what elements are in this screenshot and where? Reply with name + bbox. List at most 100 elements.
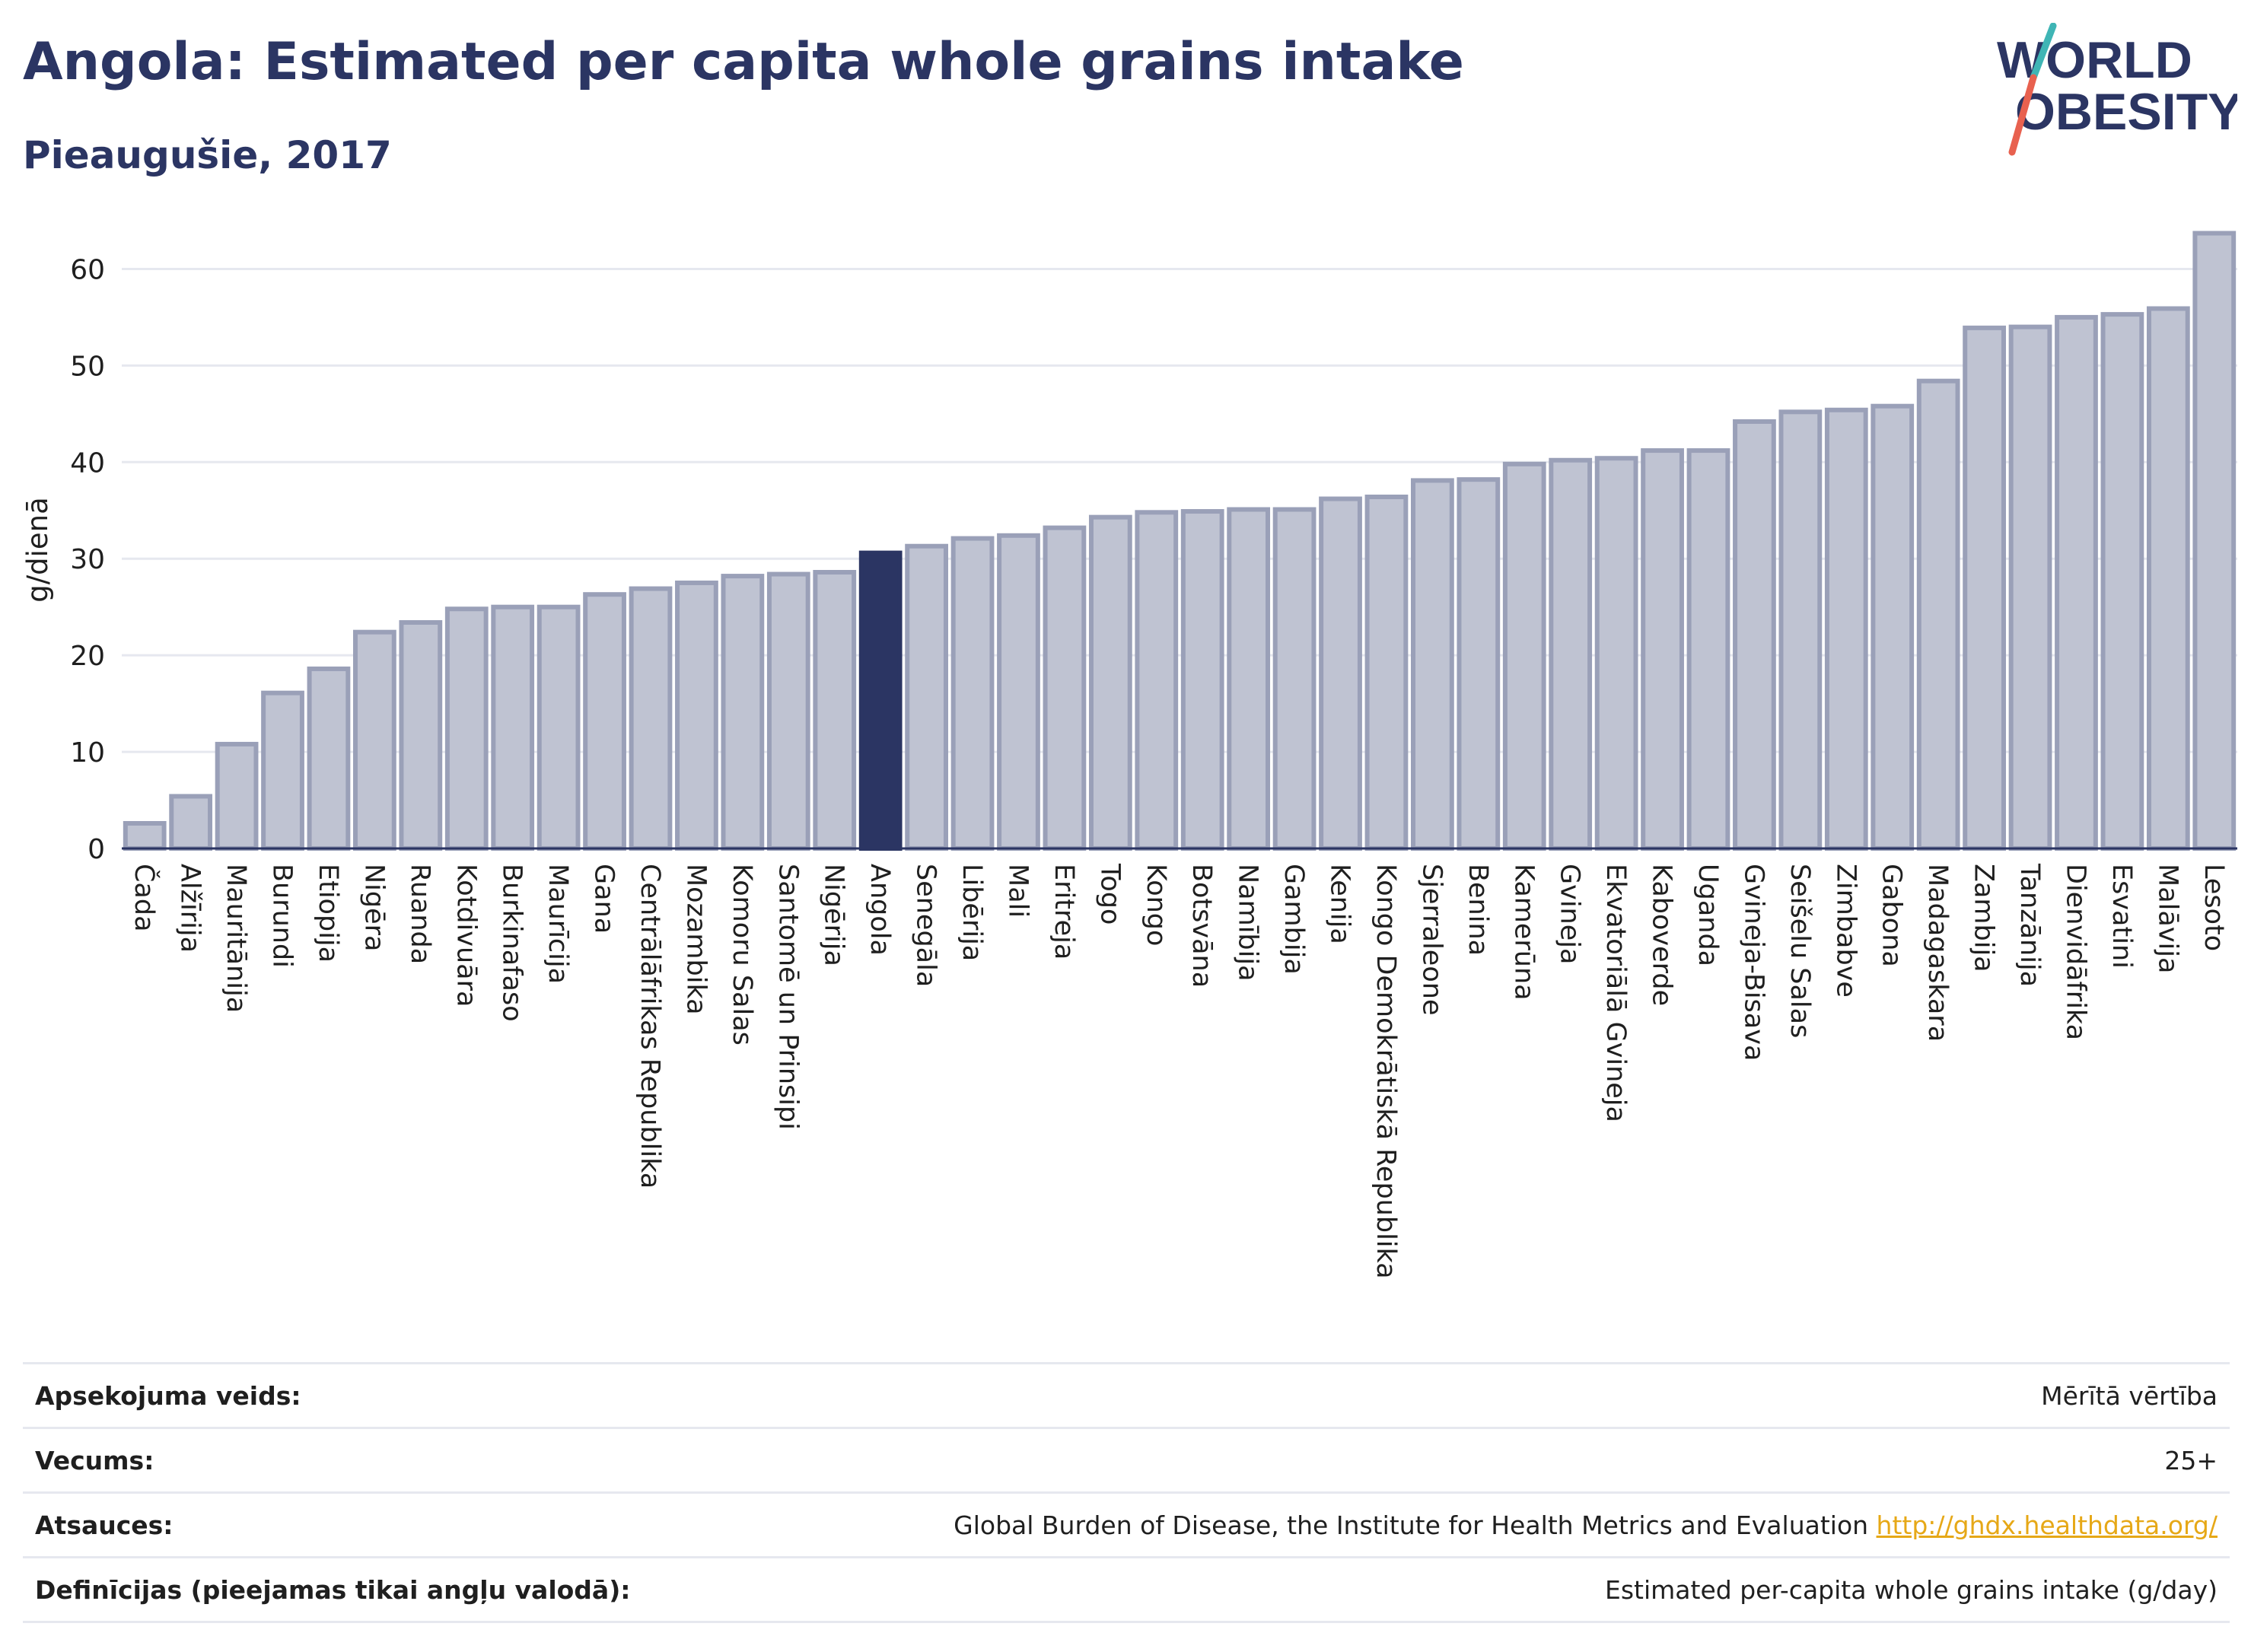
bar[interactable]: [1871, 403, 1915, 851]
y-tick-label: 50: [70, 351, 105, 382]
bar-chart: 0 10 20 30 40 50 60 Čada Alžīrija Mauritānija Bur…: [21, 231, 2237, 1279]
bar[interactable]: [813, 570, 857, 851]
x-tick-label: Senegāla: [911, 864, 941, 987]
info-value: Estimated per-capita whole grains intake…: [1605, 1574, 2218, 1605]
info-value: Mērītā vērtība: [2041, 1380, 2218, 1411]
x-tick-label: Mali: [1002, 864, 1033, 918]
bar[interactable]: [1411, 478, 1454, 851]
bar[interactable]: [583, 592, 626, 851]
bar[interactable]: [1043, 525, 1087, 851]
bar[interactable]: [721, 574, 765, 851]
bar[interactable]: [1963, 325, 2006, 851]
x-tick-label: Kongo: [1141, 864, 1171, 946]
bar[interactable]: [491, 604, 535, 851]
bar[interactable]: [1457, 477, 1501, 851]
bar[interactable]: [399, 620, 443, 851]
x-tick-label: Kaboverde: [1647, 864, 1677, 1006]
bar[interactable]: [2192, 231, 2237, 851]
bar[interactable]: [1502, 461, 1546, 851]
x-tick-label: Esvatini: [2106, 864, 2137, 969]
x-tick-label: Alžīrija: [175, 864, 205, 953]
bar[interactable]: [997, 533, 1040, 851]
bar[interactable]: [1594, 456, 1638, 851]
x-tick-label: Libērija: [957, 864, 987, 961]
x-tick-label: Dienvidāfrika: [2060, 864, 2090, 1040]
y-tick-label: 20: [70, 641, 105, 672]
reference-link[interactable]: http://ghdx.healthdata.org/: [1876, 1510, 2218, 1540]
x-tick-label: Etiopija: [313, 864, 343, 963]
x-tick-label: Kamerūna: [1508, 864, 1539, 1001]
x-tick-label: Centrālāfrikas Republika: [635, 864, 665, 1189]
x-tick-label: Kenija: [1325, 864, 1355, 944]
bar[interactable]: [444, 606, 489, 851]
y-tick-label: 40: [70, 447, 105, 479]
bar[interactable]: [2008, 324, 2052, 851]
info-label: Definīcijas (pieejamas tikai angļu valod…: [35, 1574, 631, 1605]
bar[interactable]: [675, 580, 718, 851]
bar[interactable]: [1180, 509, 1224, 851]
x-tick-label: Kotdivuāra: [451, 864, 481, 1007]
x-tick-label: Gvineja: [1555, 864, 1585, 964]
bar[interactable]: [629, 586, 673, 851]
x-tick-label: Lesoto: [2198, 864, 2229, 951]
page-subtitle: Pieaugušie, 2017: [23, 133, 392, 177]
bar[interactable]: [1549, 457, 1593, 851]
bar[interactable]: [1272, 507, 1317, 851]
x-tick-label: Nigēra: [358, 864, 389, 952]
x-tick-label: Mauritānija: [221, 864, 251, 1013]
bar[interactable]: [1778, 409, 1823, 851]
x-tick-label: Benina: [1463, 864, 1493, 956]
bar[interactable]: [261, 690, 304, 851]
x-tick-label: Zimbabve: [1830, 864, 1861, 998]
x-tick-label: Gabona: [1877, 864, 1907, 967]
bar[interactable]: [858, 550, 903, 851]
logo-slash-teal: [2030, 22, 2057, 81]
x-tick-label: Mozambika: [680, 864, 711, 1015]
bar[interactable]: [1686, 448, 1730, 851]
x-tick-label: Botsvāna: [1186, 864, 1217, 988]
bar[interactable]: [1135, 510, 1179, 851]
bar[interactable]: [1319, 496, 1362, 851]
info-label: Atsauces:: [35, 1510, 174, 1540]
world-obesity-logo[interactable]: WORLD OBESITY: [1986, 22, 2243, 160]
bar[interactable]: [1088, 514, 1132, 851]
x-tick-label: Uganda: [1692, 864, 1723, 966]
bar[interactable]: [1641, 448, 1684, 851]
info-row-definitions: Definīcijas (pieejamas tikai angļu valod…: [23, 1556, 2230, 1623]
x-tick-label: Burundi: [267, 864, 298, 968]
bar[interactable]: [215, 741, 259, 851]
x-tick-label: Gana: [589, 864, 619, 934]
x-tick-label: Gvineja-Bisava: [1738, 864, 1769, 1061]
bar[interactable]: [2146, 306, 2190, 851]
bar[interactable]: [1227, 507, 1271, 851]
y-tick-label: 60: [70, 254, 105, 285]
y-axis-label: g/dienā: [21, 497, 54, 603]
x-tick-label: Malāvija: [2152, 864, 2183, 973]
logo-slash-red: [2008, 74, 2037, 156]
bar[interactable]: [2055, 314, 2098, 851]
x-tick-label: Togo: [1094, 863, 1125, 925]
bar[interactable]: [2100, 312, 2144, 851]
y-tick-label: 0: [88, 834, 105, 865]
x-tick-label: Čada: [129, 864, 161, 932]
x-tick-label: Maurīcija: [543, 864, 573, 984]
info-row-survey-type: Apsekojuma veids: Mērītā vērtība: [23, 1362, 2230, 1427]
bar[interactable]: [353, 629, 396, 851]
bar[interactable]: [307, 666, 351, 851]
bar[interactable]: [905, 543, 948, 851]
x-tick-label: Ruanda: [405, 864, 435, 964]
info-label: Apsekojuma veids:: [35, 1380, 301, 1411]
bar[interactable]: [1364, 495, 1409, 851]
bar[interactable]: [169, 794, 213, 851]
info-label: Vecums:: [35, 1445, 154, 1475]
bar[interactable]: [123, 821, 167, 851]
bar[interactable]: [536, 604, 581, 851]
bar[interactable]: [766, 571, 810, 851]
bar[interactable]: [1824, 407, 1868, 851]
bar[interactable]: [1916, 378, 1960, 851]
bar[interactable]: [1733, 419, 1776, 851]
x-tick-label: Santomē un Prinsipi: [772, 864, 803, 1130]
bar[interactable]: [950, 536, 995, 851]
info-table: Apsekojuma veids: Mērītā vērtība Vecums:…: [23, 1362, 2230, 1623]
logo-line2: OBESITY: [2015, 83, 2237, 141]
